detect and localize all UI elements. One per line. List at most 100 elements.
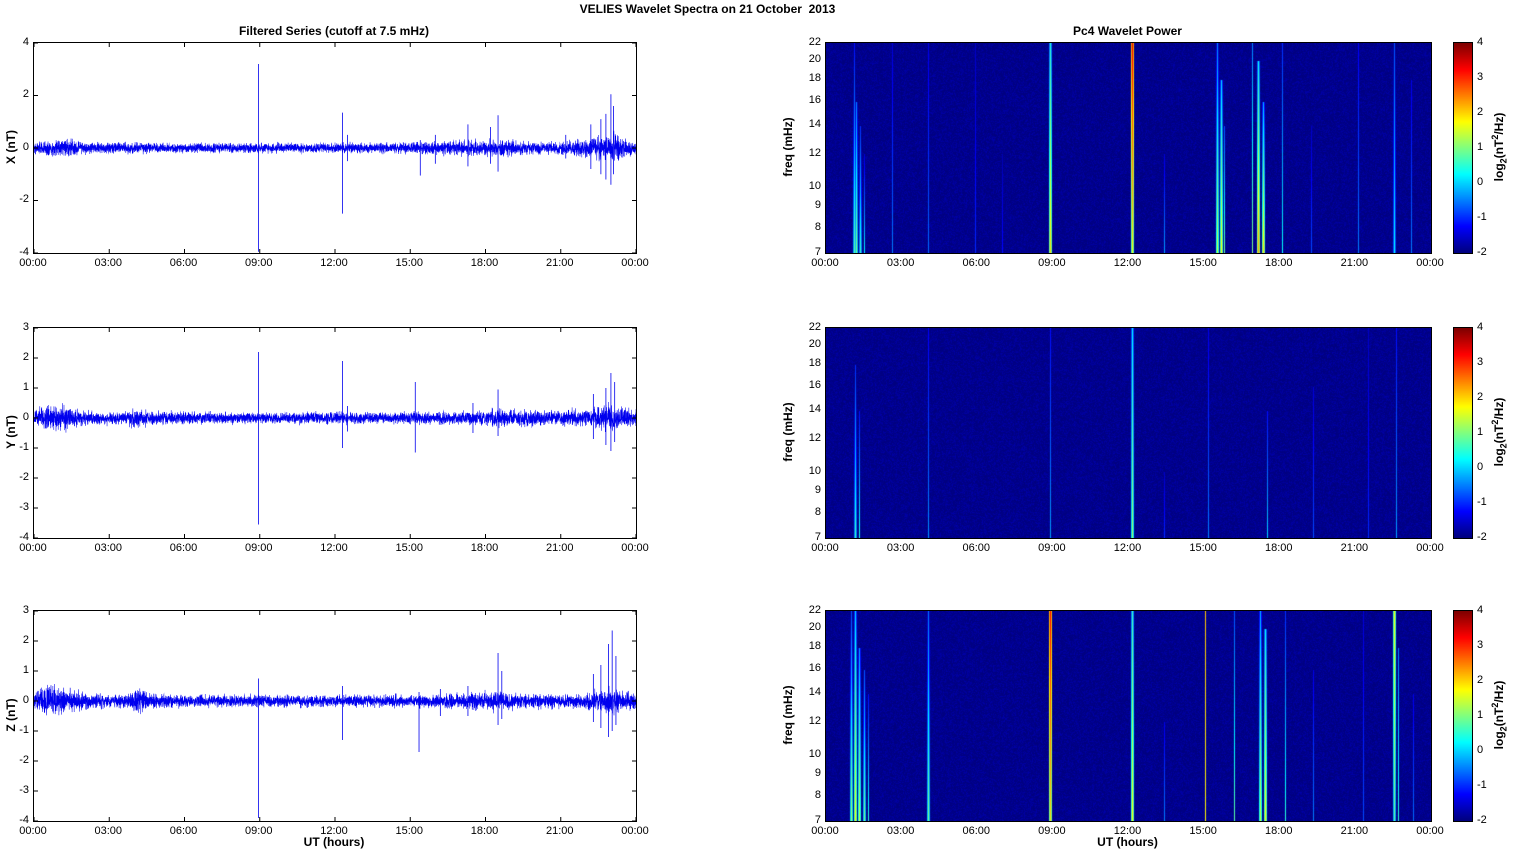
x-tick-label: 00:00	[19, 542, 47, 554]
x-tick-label: 03:00	[886, 542, 915, 554]
xlabel-right: UT (hours)	[1097, 835, 1158, 849]
y-tick-label: 3	[22, 603, 29, 616]
colorbar-tick-label: 2	[1477, 673, 1484, 686]
x-tick-label: 21:00	[1340, 257, 1369, 269]
x-tick-label: 09:00	[244, 257, 273, 269]
freq-tick-label: 7	[814, 245, 821, 258]
x-tick-label: 18:00	[470, 825, 499, 837]
x-tick-label: 18:00	[1264, 257, 1293, 269]
x-tick-label: 12:00	[1113, 542, 1142, 554]
x-tick-label: 03:00	[94, 542, 123, 554]
colorbar-tick-label: 2	[1477, 390, 1484, 403]
x-tick-label: 12:00	[320, 825, 348, 837]
freq-tick-label: 20	[808, 52, 821, 65]
freq-tick-label: 22	[808, 320, 821, 333]
y-tick-label: 4	[22, 35, 29, 48]
x-tick-label: 15:00	[1189, 257, 1217, 269]
x-tick-label: 00:00	[621, 825, 649, 837]
x-tick-label: 21:00	[545, 542, 574, 554]
y-tick-label: -1	[19, 440, 29, 453]
freq-tick-label: 16	[808, 378, 821, 391]
colorbar-1	[1453, 42, 1473, 254]
freq-tick-label: 10	[808, 465, 821, 478]
x-tick-label: 21:00	[1340, 825, 1369, 837]
x-tick-label: 12:00	[1113, 825, 1142, 837]
freq-tick-label: 10	[808, 748, 821, 761]
freq-tick-label: 16	[808, 93, 821, 106]
x-tick-label: 03:00	[94, 257, 123, 269]
x-tick-label: 15:00	[395, 825, 424, 837]
xlabel-left: UT (hours)	[303, 835, 365, 849]
y-tick-label: -1	[19, 723, 29, 736]
y-tick-label: 0	[22, 410, 29, 423]
y-tick-label: 1	[22, 380, 29, 393]
freq-tick-label: 12	[808, 714, 821, 727]
freq-tick-label: 22	[808, 603, 821, 616]
timeseries-x-plot	[33, 42, 637, 254]
colorbar-tick-label: 3	[1477, 638, 1484, 651]
x-tick-label: 00:00	[19, 825, 47, 837]
x-tick-label: 12:00	[320, 542, 348, 554]
colorbar-tick-label: 3	[1477, 70, 1484, 83]
x-tick-label: 03:00	[886, 825, 915, 837]
x-tick-label: 03:00	[94, 825, 123, 837]
y-tick-label: -2	[19, 753, 29, 766]
x-tick-label: 06:00	[169, 257, 198, 269]
x-tick-label: 06:00	[169, 825, 198, 837]
freq-tick-label: 16	[808, 661, 821, 674]
x-tick-label: 00:00	[811, 542, 839, 554]
colorbar-tick-label: 0	[1477, 175, 1484, 188]
colorbar-tick-label: -1	[1477, 778, 1487, 791]
y-tick-label: -4	[19, 813, 29, 826]
freq-tick-label: 18	[808, 357, 821, 370]
freq-tick-label: 20	[808, 620, 821, 633]
colorbar-tick-label: 2	[1477, 105, 1484, 118]
x-tick-label: 00:00	[811, 257, 839, 269]
freq-tick-label: 14	[808, 686, 821, 699]
colorbar-tick-label: 4	[1477, 320, 1484, 333]
freq-tick-label: 22	[808, 35, 821, 48]
freq-tick-label: 12	[808, 431, 821, 444]
colorbar-3	[1453, 610, 1473, 822]
freq-tick-label: 14	[808, 118, 821, 131]
x-tick-label: 12:00	[320, 257, 348, 269]
colorbar-tick-label: -1	[1477, 210, 1487, 223]
x-tick-label: 00:00	[1416, 257, 1444, 269]
colorbar-tick-label: 4	[1477, 35, 1484, 48]
y-tick-label: -4	[19, 530, 29, 543]
colorbar-tick-label: 1	[1477, 140, 1484, 153]
spectrogram-z-plot	[825, 610, 1432, 822]
y-tick-label: -3	[19, 500, 29, 513]
x-tick-label: 09:00	[244, 542, 273, 554]
colorbar-tick-label: -2	[1477, 813, 1487, 826]
colorbar-tick-label: 3	[1477, 355, 1484, 368]
x-tick-label: 15:00	[1189, 825, 1217, 837]
y-tick-label: -4	[19, 245, 29, 258]
spectrogram-y-plot	[825, 327, 1432, 539]
x-tick-label: 09:00	[244, 825, 273, 837]
colorbar-tick-label: -2	[1477, 245, 1487, 258]
x-tick-label: 18:00	[470, 542, 499, 554]
x-tick-label: 06:00	[962, 257, 991, 269]
freq-tick-label: 7	[814, 813, 821, 826]
freq-tick-label: 8	[814, 506, 821, 518]
freq-tick-label: 12	[808, 146, 821, 159]
x-tick-label: 06:00	[962, 825, 991, 837]
x-tick-label: 00:00	[811, 825, 839, 837]
x-tick-label: 18:00	[1264, 825, 1293, 837]
freq-tick-label: 14	[808, 403, 821, 416]
freq-tick-label: 20	[808, 337, 821, 350]
spectrogram-x-plot	[825, 42, 1432, 254]
colorbar-tick-label: 0	[1477, 743, 1484, 756]
x-tick-label: 00:00	[621, 542, 649, 554]
right-column-title: Pc4 Wavelet Power	[1073, 24, 1182, 38]
colorbar-tick-label: 0	[1477, 460, 1484, 473]
freq-tick-label: 9	[814, 484, 821, 497]
x-tick-label: 09:00	[1038, 542, 1066, 554]
x-tick-label: 21:00	[545, 825, 574, 837]
y-tick-label: -3	[19, 783, 29, 796]
y-tick-label: 2	[22, 633, 29, 646]
figure-title: VELIES Wavelet Spectra on 21 October 201…	[579, 2, 836, 16]
colorbar-tick-label: -1	[1477, 495, 1487, 508]
